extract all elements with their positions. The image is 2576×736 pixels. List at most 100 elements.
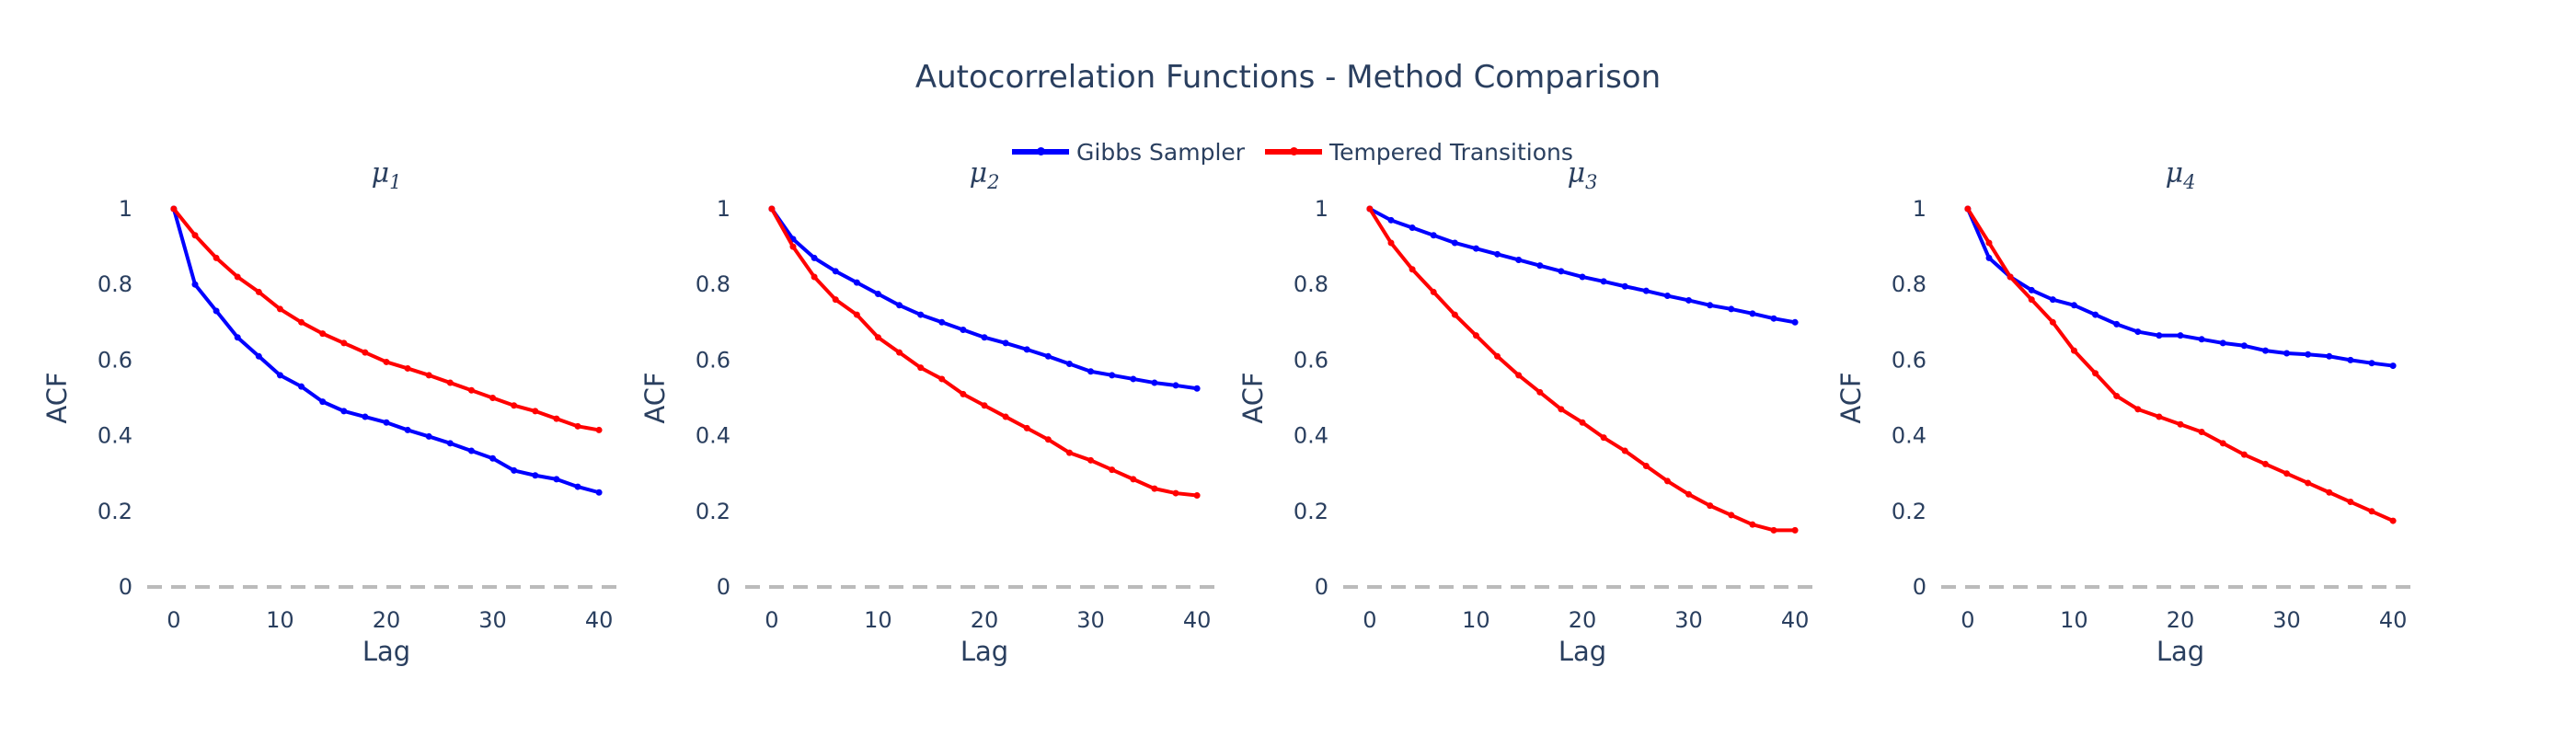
data-point-tempered-transitions[interactable] — [2240, 451, 2248, 458]
data-point-gibbs-sampler[interactable] — [1430, 232, 1437, 239]
data-point-tempered-transitions[interactable] — [1685, 490, 1693, 498]
data-point-tempered-transitions[interactable] — [2368, 508, 2375, 515]
data-point-gibbs-sampler[interactable] — [1193, 385, 1201, 392]
data-point-tempered-transitions[interactable] — [298, 318, 305, 326]
data-point-gibbs-sampler[interactable] — [2283, 350, 2291, 357]
data-point-gibbs-sampler[interactable] — [2113, 320, 2121, 328]
data-point-gibbs-sampler[interactable] — [191, 281, 199, 288]
data-point-tempered-transitions[interactable] — [234, 273, 241, 281]
data-point-gibbs-sampler[interactable] — [2049, 296, 2056, 304]
data-point-tempered-transitions[interactable] — [1172, 489, 1179, 497]
data-point-tempered-transitions[interactable] — [383, 358, 390, 365]
data-point-gibbs-sampler[interactable] — [467, 447, 475, 454]
data-point-tempered-transitions[interactable] — [1728, 512, 1735, 519]
data-point-gibbs-sampler[interactable] — [938, 318, 946, 326]
data-point-gibbs-sampler[interactable] — [2177, 332, 2184, 339]
data-point-tempered-transitions[interactable] — [917, 364, 925, 372]
data-point-tempered-transitions[interactable] — [2049, 318, 2056, 326]
data-point-tempered-transitions[interactable] — [2070, 347, 2077, 354]
data-point-gibbs-sampler[interactable] — [532, 472, 539, 479]
data-point-gibbs-sampler[interactable] — [446, 440, 454, 447]
data-point-tempered-transitions[interactable] — [2347, 499, 2354, 506]
data-point-tempered-transitions[interactable] — [874, 334, 881, 341]
data-point-tempered-transitions[interactable] — [191, 232, 199, 239]
data-point-gibbs-sampler[interactable] — [1770, 315, 1777, 322]
data-point-tempered-transitions[interactable] — [1770, 526, 1777, 534]
data-point-gibbs-sampler[interactable] — [1151, 379, 1158, 386]
data-point-tempered-transitions[interactable] — [276, 305, 283, 313]
data-point-tempered-transitions[interactable] — [832, 296, 839, 304]
data-point-tempered-transitions[interactable] — [768, 205, 776, 213]
data-point-gibbs-sampler[interactable] — [511, 466, 518, 474]
data-point-tempered-transitions[interactable] — [362, 349, 369, 356]
data-point-gibbs-sampler[interactable] — [213, 307, 220, 315]
data-point-tempered-transitions[interactable] — [1579, 419, 1586, 426]
data-point-tempered-transitions[interactable] — [1621, 447, 1628, 454]
data-point-gibbs-sampler[interactable] — [1515, 256, 1523, 263]
series-line-gibbs-sampler[interactable] — [1367, 207, 1798, 325]
data-point-gibbs-sampler[interactable] — [1065, 361, 1073, 368]
data-point-gibbs-sampler[interactable] — [2240, 342, 2248, 350]
data-point-gibbs-sampler[interactable] — [2219, 339, 2226, 347]
data-point-gibbs-sampler[interactable] — [1130, 375, 1137, 383]
data-point-gibbs-sampler[interactable] — [1536, 262, 1544, 270]
data-point-tempered-transitions[interactable] — [1044, 436, 1052, 443]
data-point-tempered-transitions[interactable] — [1409, 266, 1416, 273]
data-point-gibbs-sampler[interactable] — [981, 334, 988, 341]
data-point-tempered-transitions[interactable] — [1494, 352, 1501, 360]
data-point-tempered-transitions[interactable] — [2283, 470, 2291, 477]
data-point-gibbs-sampler[interactable] — [2261, 347, 2269, 354]
data-point-tempered-transitions[interactable] — [1600, 434, 1607, 442]
series-line-tempered-transitions[interactable] — [1367, 207, 1798, 533]
data-point-tempered-transitions[interactable] — [2156, 413, 2163, 420]
data-point-tempered-transitions[interactable] — [595, 426, 603, 433]
data-point-gibbs-sampler[interactable] — [574, 483, 581, 490]
data-point-tempered-transitions[interactable] — [1964, 205, 1972, 213]
data-point-gibbs-sampler[interactable] — [1451, 239, 1458, 247]
data-point-gibbs-sampler[interactable] — [2347, 356, 2354, 363]
data-point-tempered-transitions[interactable] — [1749, 521, 1756, 528]
data-point-gibbs-sampler[interactable] — [1600, 278, 1607, 285]
data-point-tempered-transitions[interactable] — [1109, 466, 1116, 474]
data-point-tempered-transitions[interactable] — [511, 402, 518, 409]
data-point-tempered-transitions[interactable] — [938, 375, 946, 383]
data-point-tempered-transitions[interactable] — [1130, 476, 1137, 483]
data-point-gibbs-sampler[interactable] — [1387, 216, 1395, 224]
data-point-gibbs-sampler[interactable] — [2092, 311, 2099, 318]
data-point-gibbs-sampler[interactable] — [2156, 332, 2163, 339]
data-point-tempered-transitions[interactable] — [1451, 311, 1458, 318]
data-point-tempered-transitions[interactable] — [2326, 489, 2333, 496]
data-point-gibbs-sampler[interactable] — [1494, 250, 1501, 258]
data-point-tempered-transitions[interactable] — [532, 408, 539, 415]
legend[interactable]: Gibbs Sampler Tempered Transitions — [1012, 135, 1593, 168]
data-point-gibbs-sampler[interactable] — [960, 327, 967, 334]
data-point-tempered-transitions[interactable] — [1387, 239, 1395, 247]
data-point-tempered-transitions[interactable] — [467, 386, 475, 394]
data-point-tempered-transitions[interactable] — [319, 330, 327, 338]
data-point-tempered-transitions[interactable] — [853, 311, 860, 318]
data-point-tempered-transitions[interactable] — [1366, 205, 1374, 213]
data-point-tempered-transitions[interactable] — [255, 288, 262, 295]
data-point-gibbs-sampler[interactable] — [2326, 352, 2333, 360]
data-point-gibbs-sampler[interactable] — [1663, 293, 1671, 300]
data-point-tempered-transitions[interactable] — [1023, 424, 1030, 431]
data-point-tempered-transitions[interactable] — [1087, 456, 1095, 464]
data-point-gibbs-sampler[interactable] — [1707, 302, 1714, 309]
data-point-gibbs-sampler[interactable] — [811, 254, 818, 261]
data-point-tempered-transitions[interactable] — [960, 390, 967, 397]
legend-item-gibbs[interactable]: Gibbs Sampler — [1012, 139, 1245, 166]
data-point-tempered-transitions[interactable] — [1430, 288, 1437, 295]
data-point-tempered-transitions[interactable] — [1642, 462, 1650, 469]
data-point-gibbs-sampler[interactable] — [1002, 339, 1009, 347]
data-point-tempered-transitions[interactable] — [1065, 449, 1073, 456]
series-line-tempered-transitions[interactable] — [171, 207, 602, 432]
data-point-gibbs-sampler[interactable] — [1087, 368, 1095, 375]
data-point-gibbs-sampler[interactable] — [234, 334, 241, 341]
data-point-gibbs-sampler[interactable] — [404, 426, 411, 433]
data-point-gibbs-sampler[interactable] — [1044, 352, 1052, 360]
data-point-tempered-transitions[interactable] — [1663, 477, 1671, 485]
data-point-gibbs-sampler[interactable] — [553, 476, 560, 483]
series-line-tempered-transitions[interactable] — [769, 207, 1200, 498]
